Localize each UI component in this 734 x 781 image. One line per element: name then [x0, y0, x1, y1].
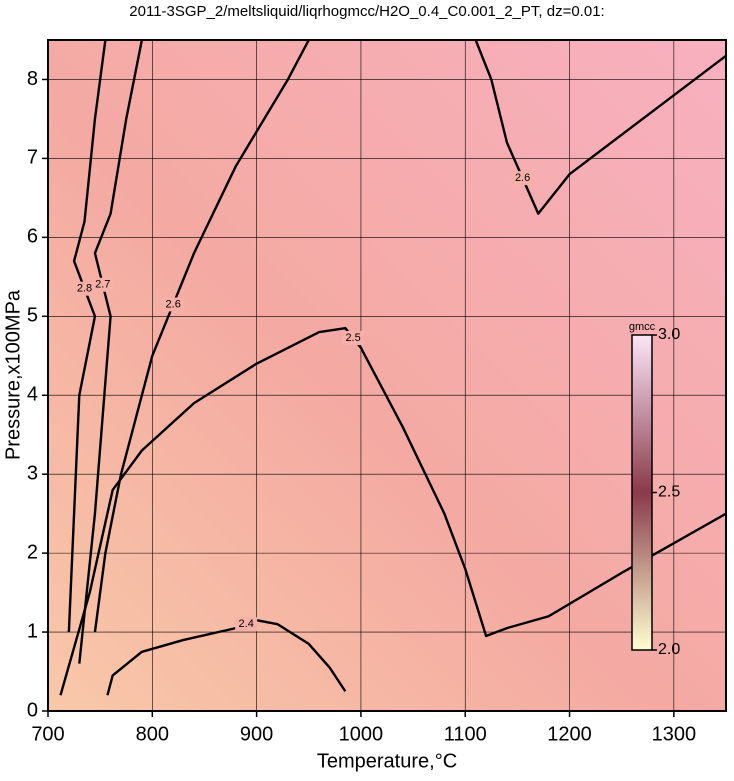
colorbar-tick-label: 2.5: [658, 484, 680, 501]
x-tick-label: 1300: [652, 723, 697, 745]
plot-background: [48, 40, 726, 711]
contour-label: 2.4: [239, 618, 254, 630]
contour-label: 2.7: [95, 279, 110, 291]
x-tick-label: 700: [31, 723, 64, 745]
plot-frame: [47, 39, 727, 712]
contour-line: [474, 40, 726, 215]
contour-line: [67, 40, 107, 633]
axes: 700 800 900 1000 1100 1200 1300 0 1 2 3 4 5 6 7 8: [27, 68, 696, 746]
contour-label-bg: [91, 277, 114, 292]
x-tick-label: 1200: [547, 723, 592, 745]
y-tick-label: 6: [27, 226, 38, 248]
chart-title: 2011-3SGP_2/meltsliquid/liqrhogmcc/H2O_0…: [129, 3, 604, 20]
contour-label-bg: [162, 297, 185, 312]
colorbar: [631, 334, 653, 651]
colorbar-tick-label: 3.0: [658, 326, 680, 343]
x-axis-label: Temperature,°C: [317, 750, 457, 772]
colorbar-label: gmcc: [629, 321, 656, 333]
y-tick-label: 8: [27, 68, 38, 90]
contour-line: [78, 40, 144, 664]
y-tick-label: 3: [27, 462, 38, 484]
y-tick-label: 4: [27, 384, 38, 406]
contour-line: [59, 326, 726, 696]
y-tick-label: 1: [27, 620, 38, 642]
plot-area: 2.4 2.5 2.6 2.6 2.72.8: [48, 40, 726, 711]
y-tick-label: 0: [27, 699, 38, 721]
x-tick-label: 900: [240, 723, 273, 745]
x-tick-label: 800: [136, 723, 169, 745]
contour-label-bg: [73, 281, 96, 296]
y-tick-label: 5: [27, 305, 38, 327]
contour-label: 2.6: [166, 298, 181, 310]
y-axis-label: Pressure,x100MPa: [2, 289, 24, 460]
y-tick-label: 2: [27, 541, 38, 563]
x-tick-label: 1100: [444, 723, 487, 745]
contour-label: 2.5: [345, 332, 360, 344]
contour-label-bg: [511, 171, 534, 186]
x-tick-label: 1000: [339, 723, 384, 745]
y-tick-label: 7: [27, 147, 38, 169]
contour-label-bg: [342, 331, 365, 346]
contour-label: 2.6: [515, 172, 530, 184]
colorbar-tick-label: 2.0: [658, 641, 680, 658]
contour-label-bg: [235, 617, 258, 632]
contour-label: 2.8: [77, 283, 92, 295]
